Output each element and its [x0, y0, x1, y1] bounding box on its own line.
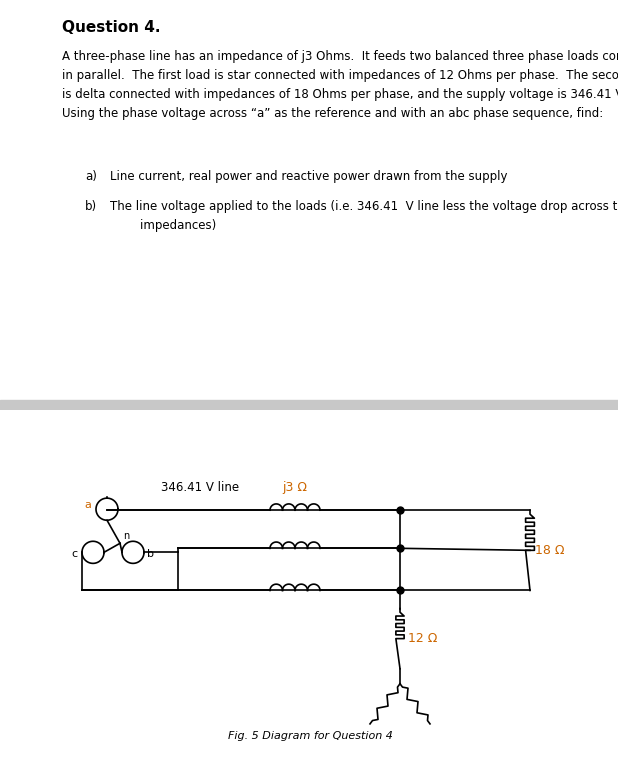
Text: Fig. 5 Diagram for Question 4: Fig. 5 Diagram for Question 4	[227, 731, 392, 741]
Text: A three-phase line has an impedance of j3 Ohms.  It feeds two balanced three pha: A three-phase line has an impedance of j…	[62, 50, 618, 120]
Text: 346.41 V line: 346.41 V line	[161, 481, 239, 494]
Text: 12 Ω: 12 Ω	[408, 632, 438, 645]
Text: a: a	[84, 500, 91, 510]
Text: c: c	[71, 550, 77, 559]
Text: Line current, real power and reactive power drawn from the supply: Line current, real power and reactive po…	[110, 170, 507, 183]
Bar	[0, 400, 618, 415]
Text: 18 Ω: 18 Ω	[535, 543, 564, 557]
Text: The line voltage applied to the loads (i.e. 346.41  V line less the voltage drop: The line voltage applied to the loads (i…	[110, 200, 618, 232]
Text: j3 Ω: j3 Ω	[282, 481, 308, 494]
Text: Question 4.: Question 4.	[62, 20, 161, 35]
Text: b): b)	[85, 200, 97, 213]
Text: n: n	[123, 531, 129, 541]
Text: b: b	[147, 550, 154, 559]
Text: a): a)	[85, 170, 97, 183]
